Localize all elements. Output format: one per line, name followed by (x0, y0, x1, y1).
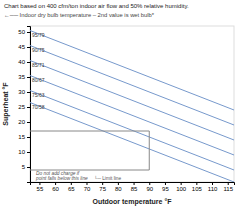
line (30, 46, 234, 126)
y-tick-mark (27, 107, 30, 108)
x-tick-mark (134, 182, 135, 185)
x-tick: 95 (162, 182, 169, 192)
annotation: Do not add charge ifpoint falls below th… (35, 171, 88, 181)
x-tick: 90 (146, 182, 153, 192)
subtitle: ←── Indoor dry bulb temperature – 2nd va… (4, 12, 155, 18)
y-tick: 10 (18, 149, 30, 155)
y-tick-mark (27, 47, 30, 48)
annotation: └─ Limit line (94, 175, 121, 181)
y-tick-mark (27, 77, 30, 78)
y-tick-mark (27, 32, 30, 33)
x-tick-label: 115 (223, 186, 233, 192)
y-tick-mark (27, 152, 30, 153)
x-tick-label: 65 (68, 186, 75, 192)
y-tick-label: 35 (18, 74, 25, 80)
line-label: 80/67 (32, 77, 45, 83)
y-tick-label: 45 (18, 44, 25, 50)
x-tick-label: 85 (131, 186, 138, 192)
y-axis-line (27, 27, 31, 183)
annotations: Do not add charge ifpoint falls below th… (35, 171, 121, 181)
line (30, 76, 234, 156)
x-tick-mark (86, 182, 87, 185)
x-tick-label: 90 (146, 186, 153, 192)
y-tick-label: 15 (18, 134, 25, 140)
y-tick: 40 (18, 59, 30, 65)
x-tick-label: 60 (52, 186, 59, 192)
y-tick-label: 30 (18, 89, 25, 95)
line-label: 95/79 (32, 32, 45, 38)
y-tick: 25 (18, 104, 30, 110)
x-tick: 65 (68, 182, 75, 192)
line (30, 31, 234, 111)
x-axis-title: Outdoor temperature °F (92, 198, 172, 206)
x-tick: 85 (131, 182, 138, 192)
y-tick-label: 5 (22, 164, 26, 170)
y-tick-mark (27, 122, 30, 123)
y-tick-label: 50 (18, 29, 25, 35)
x-tick: 105 (192, 182, 203, 192)
y-tick-label: 25 (18, 104, 25, 110)
y-tick: 30 (18, 89, 30, 95)
line (30, 103, 234, 183)
x-tick: 60 (52, 182, 59, 192)
line-label: 75/63 (32, 92, 45, 98)
y-tick-mark (27, 62, 30, 63)
x-tick-mark (71, 182, 72, 185)
y-tick: 50 (18, 29, 30, 35)
y-tick-mark (27, 167, 30, 168)
x-tick-label: 110 (208, 186, 218, 192)
x-tick-mark (212, 182, 213, 185)
x-tick-mark (118, 182, 119, 185)
y-axis-title: Superheat °F (2, 82, 10, 126)
line (30, 61, 234, 141)
x-tick-label: 80 (115, 186, 122, 192)
y-tick: 20 (18, 119, 30, 125)
limit-line (30, 131, 149, 170)
x-tick: 115 (223, 182, 233, 192)
x-tick-mark (149, 182, 150, 185)
x-tick-mark (39, 182, 40, 185)
y-tick: 35 (18, 74, 30, 80)
x-tick: 100 (176, 182, 187, 192)
annotation-line: └─ Limit line (94, 175, 121, 181)
y-axis: 5 10 15 20 25 30 35 40 45 50 (18, 27, 30, 183)
y-tick: 15 (18, 134, 30, 140)
y-tick-label: 40 (18, 59, 25, 65)
y-tick-label: 20 (18, 119, 25, 125)
line-label: 85/71 (32, 62, 45, 68)
x-tick: 55 (37, 182, 44, 192)
title: Chart based on 400 cfm/ton indoor air fl… (4, 3, 189, 9)
x-tick-mark (196, 182, 197, 185)
line-label: 90/75 (32, 47, 45, 53)
x-tick: 70 (84, 182, 91, 192)
x-tick-label: 75 (99, 186, 106, 192)
x-axis-line (31, 183, 235, 186)
x-tick-label: 55 (37, 186, 44, 192)
plot-frame (30, 26, 234, 182)
line-label: 70/58 (32, 104, 45, 110)
x-tick: 75 (99, 182, 106, 192)
lines (30, 31, 234, 183)
x-tick-mark (165, 182, 166, 185)
annotation-line: point falls below this line (35, 176, 88, 181)
x-tick-label: 105 (192, 186, 203, 192)
y-tick-mark (27, 137, 30, 138)
x-tick-mark (102, 182, 103, 185)
y-tick-mark (27, 92, 30, 93)
x-tick-mark (181, 182, 182, 185)
y-tick: 45 (18, 44, 30, 50)
line-labels: 95/79 90/75 85/71 80/67 75/63 70/58 (32, 32, 45, 110)
x-tick-label: 70 (84, 186, 91, 192)
x-axis: 55 60 65 70 75 80 85 90 95 100 105 110 115 (31, 182, 235, 192)
x-tick-mark (55, 182, 56, 185)
y-tick-label: 10 (18, 149, 25, 155)
y-tick: 5 (22, 164, 30, 170)
x-tick: 110 (208, 182, 218, 192)
x-tick-mark (228, 182, 229, 185)
chart: Chart based on 400 cfm/ton indoor air fl… (0, 0, 242, 208)
line (30, 91, 234, 171)
x-tick-label: 100 (176, 186, 187, 192)
x-tick: 80 (115, 182, 122, 192)
x-tick-label: 95 (162, 186, 169, 192)
